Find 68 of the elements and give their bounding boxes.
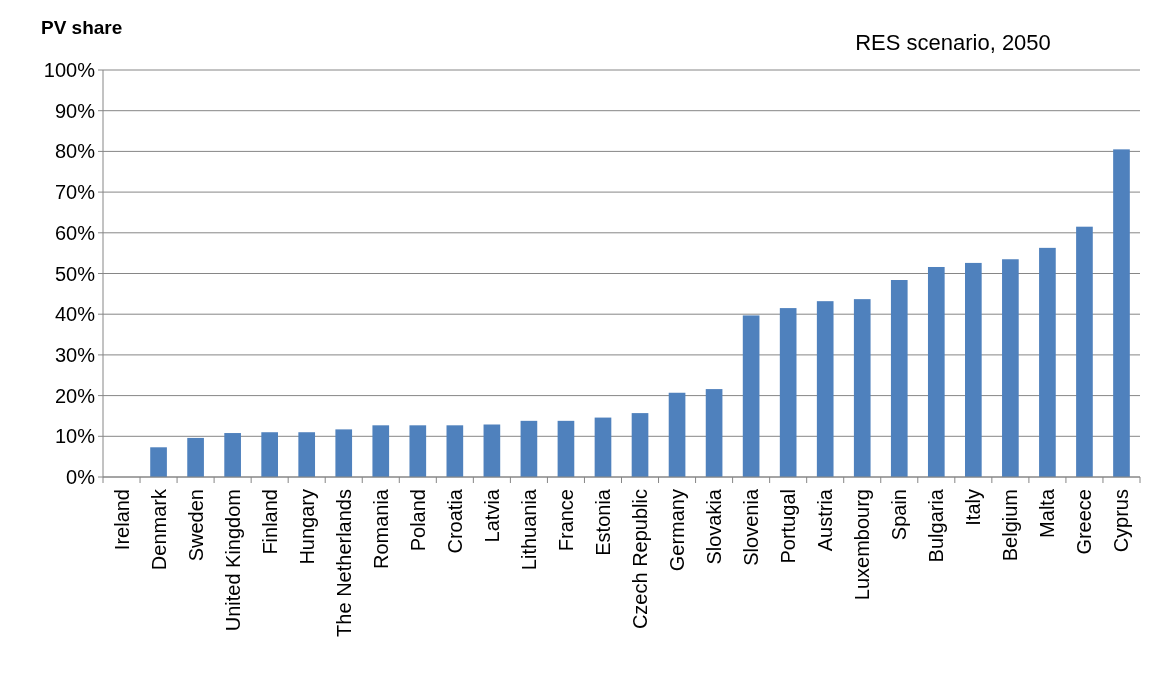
- y-tick-label: 60%: [54, 221, 96, 244]
- y-tick-label: 70%: [54, 181, 96, 204]
- y-tick-label: 40%: [54, 303, 96, 326]
- bar: [335, 429, 353, 477]
- bar: [261, 432, 278, 477]
- bar: [705, 389, 723, 477]
- bar: [631, 413, 649, 477]
- x-tick-label: Austria: [814, 488, 837, 552]
- x-tick-label: The Netherlands: [332, 489, 355, 637]
- chart-title: RES scenario, 2050: [855, 30, 1051, 55]
- bar: [742, 315, 760, 477]
- bar: [520, 420, 538, 477]
- x-tick-label: Finland: [258, 489, 281, 555]
- bar: [150, 447, 167, 477]
- x-tick-label: Latvia: [480, 488, 503, 543]
- x-tick-label: Luxembourg: [851, 489, 874, 601]
- x-tick-label: Slovakia: [703, 488, 726, 565]
- bar: [890, 280, 908, 477]
- x-tick-label: Lithuania: [517, 488, 540, 571]
- x-tick-label: Romania: [369, 488, 392, 570]
- y-tick-label: 10%: [54, 425, 96, 448]
- x-tick-label: Bulgaria: [925, 488, 948, 563]
- bar: [187, 437, 204, 477]
- bar: [409, 425, 427, 477]
- bar: [483, 424, 501, 477]
- bar: [298, 432, 316, 477]
- bar: [1039, 247, 1056, 477]
- bar: [557, 420, 575, 477]
- bar: [668, 392, 686, 477]
- y-tick-label: 90%: [54, 99, 96, 122]
- y-tick-label: 0%: [66, 466, 96, 488]
- y-tick-label: 30%: [54, 343, 96, 366]
- x-tick-label: Poland: [406, 489, 429, 552]
- x-tick-label: Slovenia: [740, 488, 763, 566]
- bar: [1002, 259, 1019, 477]
- x-tick-label: Malta: [1036, 488, 1059, 538]
- bar: [779, 308, 797, 477]
- x-tick-label: Estonia: [591, 488, 614, 556]
- x-tick-label: Greece: [1073, 489, 1096, 555]
- x-tick-label: Belgium: [999, 489, 1022, 562]
- bar: [1113, 149, 1130, 477]
- bar: [372, 425, 390, 477]
- bar: [927, 266, 945, 477]
- bar: [594, 417, 612, 477]
- x-tick-label: Ireland: [110, 489, 133, 551]
- bar: [853, 299, 871, 477]
- x-tick-label: Hungary: [295, 489, 318, 565]
- x-tick-label: Italy: [962, 489, 985, 526]
- bar: [1076, 226, 1093, 477]
- bar: [446, 425, 464, 477]
- y-tick-label: 50%: [54, 262, 96, 285]
- y-tick-label: 80%: [54, 140, 96, 163]
- x-tick-label: Portugal: [777, 489, 800, 564]
- bar: [965, 262, 982, 477]
- y-tick-label: 20%: [54, 384, 96, 407]
- x-tick-label: Germany: [666, 489, 689, 572]
- x-tick-label: Croatia: [443, 488, 466, 554]
- x-tick-label: France: [554, 489, 577, 552]
- x-tick-label: United Kingdom: [221, 489, 244, 632]
- y-tick-label: 100%: [43, 59, 96, 81]
- bar: [816, 301, 834, 477]
- x-tick-label: Denmark: [147, 488, 170, 571]
- x-tick-label: Spain: [888, 489, 911, 541]
- x-tick-label: Czech Republic: [629, 489, 652, 630]
- x-tick-label: Sweden: [184, 489, 207, 562]
- x-tick-label: Cyprus: [1110, 489, 1133, 553]
- y-axis-title: PV share: [41, 17, 123, 38]
- bar: [224, 433, 241, 477]
